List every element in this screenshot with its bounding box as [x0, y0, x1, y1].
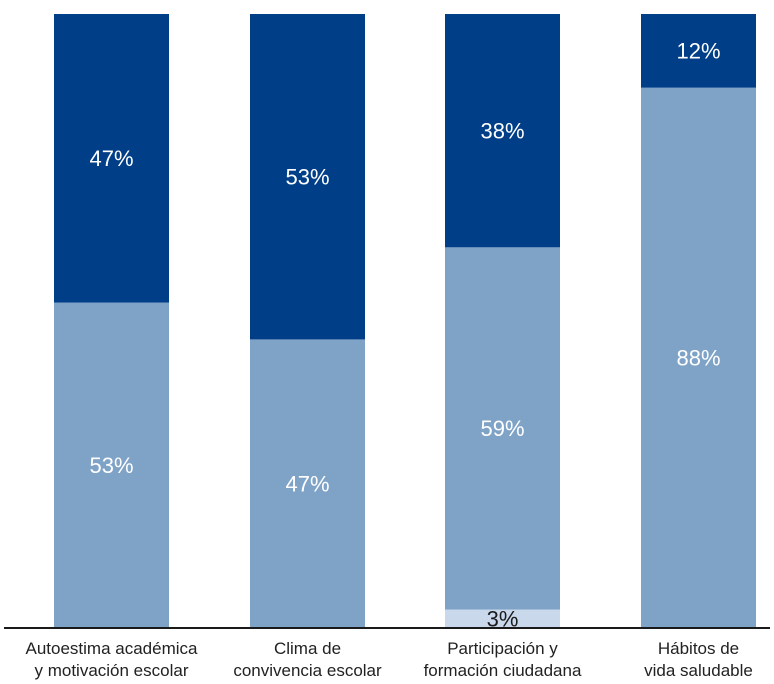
data-label: 88% — [676, 346, 720, 371]
category-label: Participación y formación ciudadana — [424, 639, 582, 680]
data-label: 47% — [285, 471, 329, 496]
bar-segment — [641, 14, 756, 88]
data-label: 59% — [480, 416, 524, 441]
bar-segment — [54, 302, 169, 628]
category-label: Autoestima académica y motivación escolar — [26, 639, 199, 680]
bar-segment — [445, 609, 560, 628]
category-label: Clima de convivencia escolar — [233, 639, 382, 680]
bar-segment — [250, 14, 365, 340]
bar-segment — [250, 339, 365, 628]
data-label: 47% — [89, 146, 133, 171]
data-label: 38% — [480, 118, 524, 143]
bar-segment — [641, 87, 756, 629]
data-label: 53% — [89, 453, 133, 478]
data-label: 12% — [676, 39, 720, 64]
data-label: 53% — [285, 164, 329, 189]
bar-segment — [445, 14, 560, 248]
bar-segment — [445, 247, 560, 610]
category-label: Hábitos de vida saludable — [644, 639, 753, 680]
bar-segment — [54, 14, 169, 303]
